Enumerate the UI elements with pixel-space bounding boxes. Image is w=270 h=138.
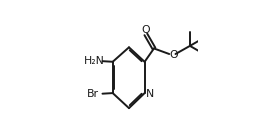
Text: N: N [146, 89, 154, 99]
Text: Br: Br [87, 89, 99, 99]
Text: O: O [141, 25, 150, 34]
Text: O: O [170, 50, 178, 60]
Text: H₂N: H₂N [84, 56, 104, 66]
